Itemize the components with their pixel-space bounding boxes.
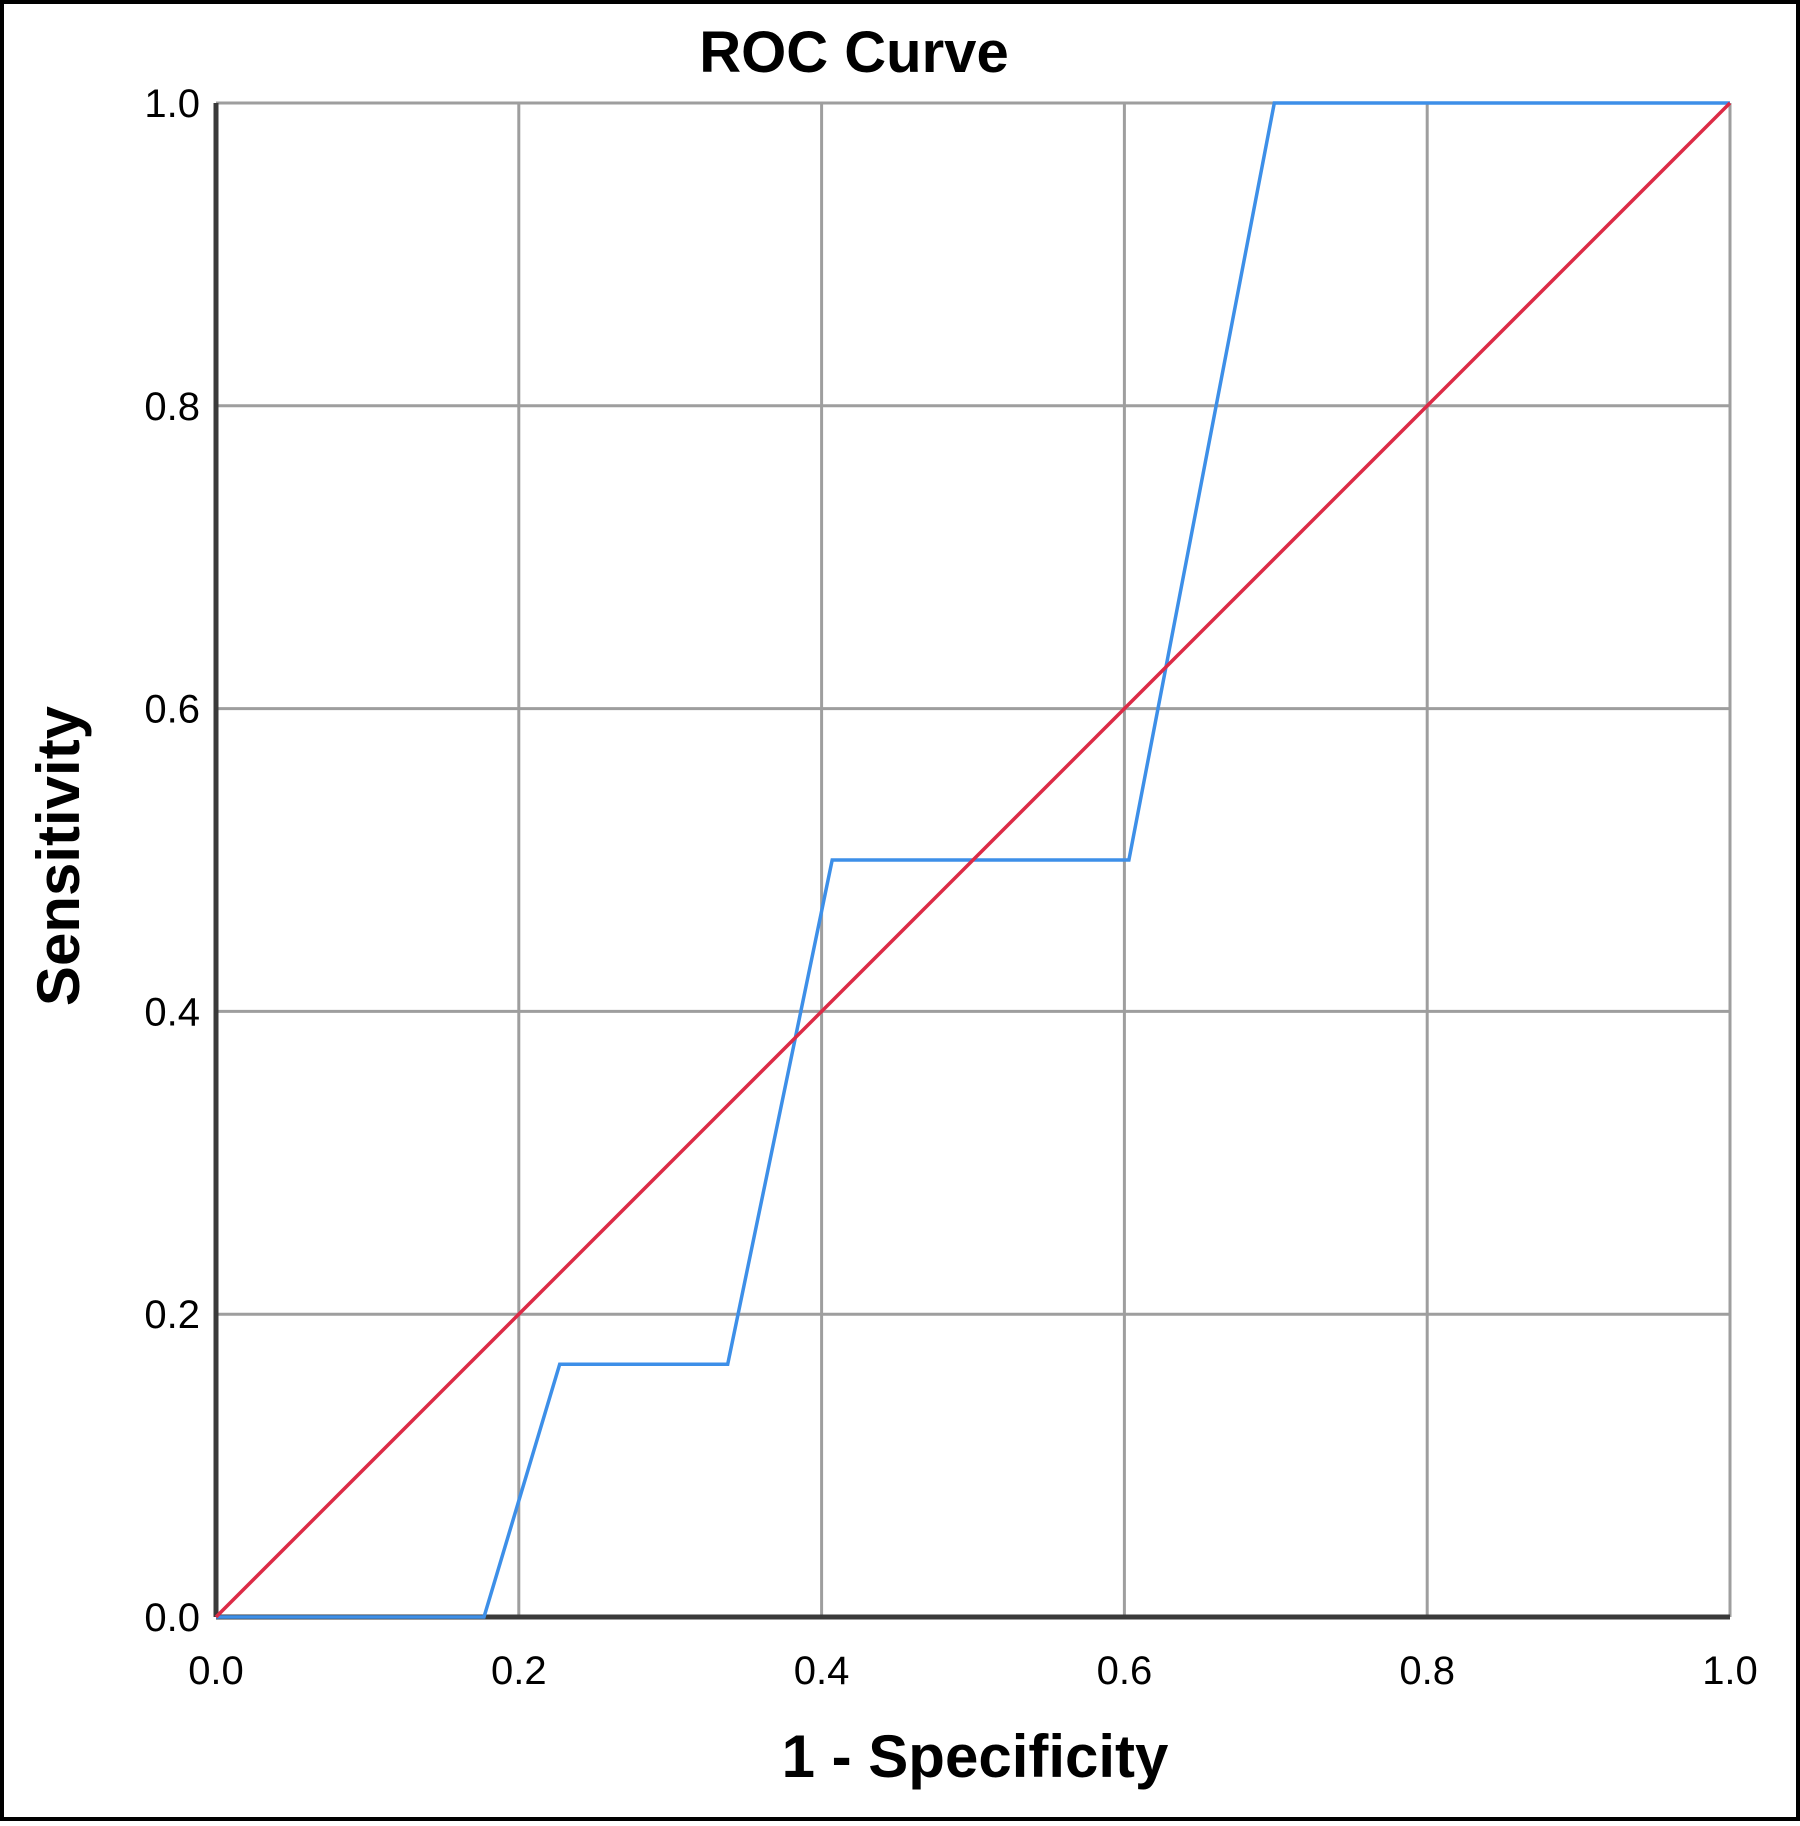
series-lines [214,101,1732,1619]
x-tick-label-5: 1.0 [1702,1649,1758,1693]
y-tick-label-2: 0.4 [144,990,200,1034]
y-tick-label-5: 1.0 [144,82,200,126]
y-axis-title: Sensitivity [25,705,92,1006]
tick-labels: 0.0 0.2 0.4 0.6 0.8 1.0 0.0 0.2 0.4 0.6 0.8 1.0 [144,82,1757,1693]
y-tick-label-1: 0.2 [144,1293,200,1337]
roc-curve-line [216,101,1730,1619]
grid-lines [214,101,1732,1619]
x-tick-label-4: 0.8 [1399,1649,1455,1693]
y-tick-label-3: 0.6 [144,688,200,732]
x-tick-label-3: 0.6 [1097,1649,1153,1693]
y-tick-label-0: 0.0 [144,1596,200,1640]
chart-title: ROC Curve [699,20,1008,85]
x-tick-label-1: 0.2 [491,1649,547,1693]
y-tick-label-4: 0.8 [144,385,200,429]
x-axis-title: 1 - Specificity [782,1723,1169,1790]
x-tick-label-2: 0.4 [794,1649,850,1693]
x-tick-label-0: 0.0 [188,1649,244,1693]
reference-diagonal-line [214,101,1732,1619]
